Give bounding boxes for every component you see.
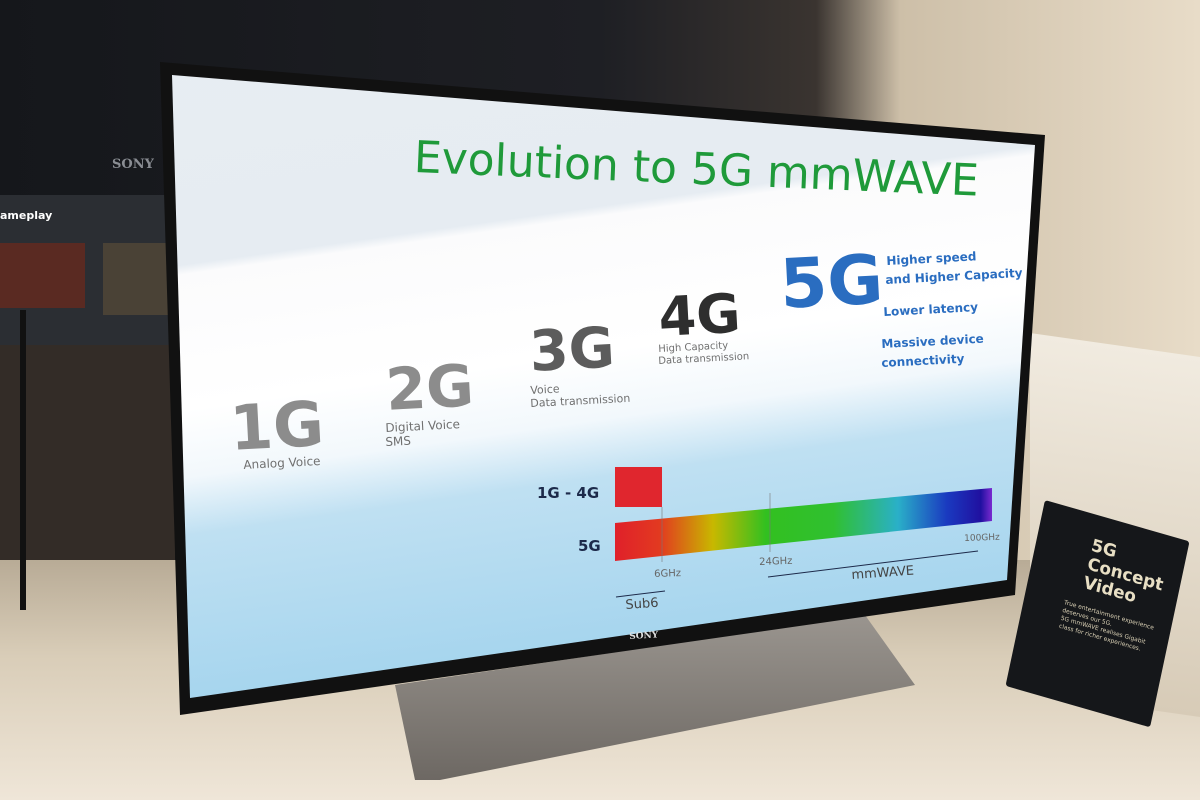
tripod: [20, 310, 26, 610]
label-24ghz: 24GHz: [759, 555, 793, 568]
booth-panel: SONY ameplay: [0, 157, 170, 345]
booth-brand: SONY: [112, 157, 154, 172]
label-100ghz: 100GHz: [964, 532, 1000, 544]
row-label-5g: 5G: [578, 537, 601, 555]
row-label-1g4g: 1G - 4G: [537, 484, 600, 502]
mmwave-arrow: [767, 550, 979, 578]
band-1g4g: [615, 467, 662, 507]
tv-brand-logo: SONY: [629, 630, 659, 642]
band-5g: [615, 488, 992, 561]
game-screen-image: [0, 243, 85, 308]
label-6ghz: 6GHz: [654, 568, 682, 580]
game-poster-image: [103, 243, 168, 315]
sub6-arrow: [615, 590, 666, 598]
sign-title: 5G Concept Video: [1082, 536, 1169, 614]
booth-sign: ameplay: [0, 209, 53, 222]
label-sub6: Sub6: [625, 595, 659, 613]
booth-counter: [0, 345, 175, 575]
